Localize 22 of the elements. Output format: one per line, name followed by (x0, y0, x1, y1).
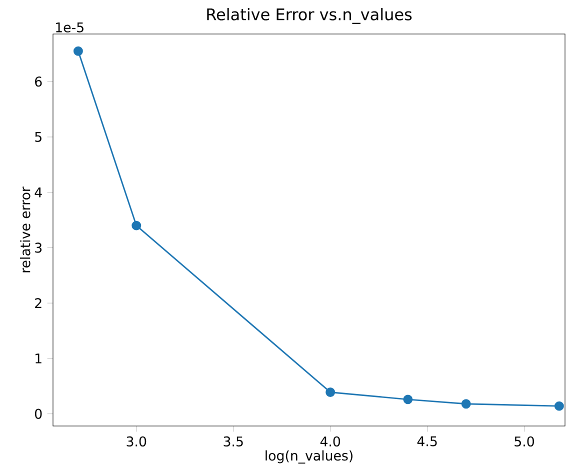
x-axis-title: log(n_values) (266, 450, 352, 464)
y-tick-label: 6 (35, 76, 42, 87)
x-tick-label: 4.0 (320, 436, 340, 446)
point (73, 46, 83, 56)
x-tick-label: 4.5 (417, 436, 437, 446)
x-tick-label: 3.5 (224, 436, 243, 446)
y-axis-title: relative error (20, 186, 30, 272)
text: 1e-5 (56, 22, 84, 32)
x-tick-label: 5.0 (514, 436, 534, 446)
y-tick-label: 1 (36, 354, 42, 364)
y-tick-label: 0 (34, 408, 42, 419)
y-tick-label: 5 (35, 132, 42, 142)
y-tick-label: 4 (34, 187, 42, 198)
point (461, 399, 471, 409)
y-tick-label: 3 (35, 242, 42, 253)
point (326, 387, 336, 397)
point (403, 394, 413, 404)
point (554, 401, 564, 411)
x-tick-label: 3.0 (126, 436, 146, 446)
y-tick-label: 2 (35, 298, 42, 308)
point (132, 220, 142, 230)
chart-title: Relative Error vs.n_values (207, 8, 412, 24)
